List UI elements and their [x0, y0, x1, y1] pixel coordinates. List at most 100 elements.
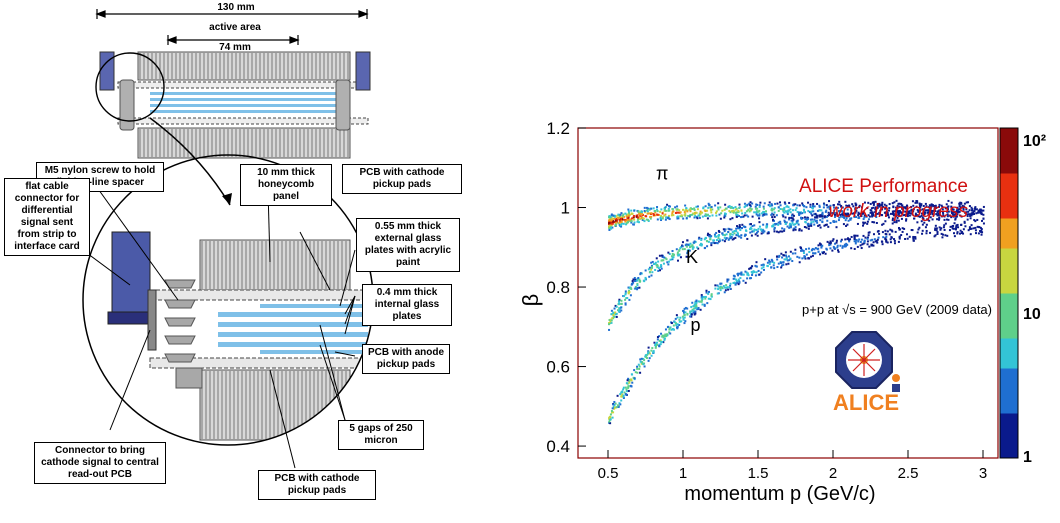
- heatmap-point: [783, 229, 786, 232]
- heatmap-point: [941, 205, 944, 208]
- heatmap-point: [846, 208, 849, 211]
- heatmap-point: [917, 228, 920, 231]
- heatmap-point: [779, 208, 782, 211]
- heatmap-point: [768, 263, 771, 266]
- heatmap-point: [772, 208, 775, 211]
- heatmap-point: [799, 211, 802, 214]
- heatmap-point: [780, 252, 783, 255]
- colorbar-tick-100: 10²: [1023, 133, 1046, 150]
- heatmap-point: [650, 266, 653, 269]
- heatmap-point: [656, 213, 659, 216]
- heatmap-point: [620, 216, 623, 219]
- heatmap-point: [869, 202, 872, 205]
- heatmap-point: [958, 210, 961, 213]
- heatmap-point: [660, 214, 663, 217]
- heatmap-point: [852, 205, 855, 208]
- heatmap-point: [622, 222, 625, 225]
- heatmap-point: [639, 273, 642, 276]
- heatmap-point: [863, 239, 866, 242]
- heatmap-point: [718, 231, 721, 234]
- heatmap-point: [695, 306, 698, 309]
- heatmap-point: [686, 313, 689, 316]
- heatmap-point: [974, 220, 977, 223]
- heatmap-point: [942, 214, 945, 217]
- heatmap-point: [843, 215, 846, 218]
- heatmap-point: [828, 244, 831, 247]
- heatmap-point: [890, 229, 893, 232]
- heatmap-point: [677, 211, 680, 214]
- heatmap-point: [886, 241, 889, 244]
- heatmap-point: [934, 224, 937, 227]
- heatmap-point: [788, 224, 791, 227]
- heatmap-point: [862, 218, 865, 221]
- heatmap-point: [807, 217, 810, 220]
- heatmap-point: [836, 244, 839, 247]
- heatmap-point: [931, 204, 934, 207]
- heatmap-point: [941, 236, 944, 239]
- heatmap-point: [697, 237, 700, 240]
- heatmap-point: [959, 214, 962, 217]
- chart-title-line1: ALICE Performance: [799, 176, 968, 197]
- heatmap-point: [650, 212, 653, 215]
- heatmap-point: [885, 204, 888, 207]
- heatmap-point: [831, 249, 834, 252]
- heatmap-point: [654, 262, 657, 265]
- heatmap-point: [749, 231, 752, 234]
- heatmap-point: [716, 292, 719, 295]
- heatmap-point: [919, 209, 922, 212]
- heatmap-point: [706, 209, 709, 212]
- heatmap-point: [967, 201, 970, 204]
- heatmap-point: [724, 228, 727, 231]
- heatmap-point: [704, 214, 707, 217]
- heatmap-point: [898, 235, 901, 238]
- heatmap-point: [736, 225, 739, 228]
- heatmap-point: [980, 231, 983, 234]
- heatmap-point: [854, 207, 857, 210]
- heatmap-point: [727, 278, 730, 281]
- heatmap-point: [980, 229, 983, 232]
- heatmap-point: [611, 222, 614, 225]
- x-axis-label: momentum p (GeV/c): [684, 483, 875, 505]
- heatmap-point: [802, 251, 805, 254]
- heatmap-point: [777, 255, 780, 258]
- heatmap-point: [617, 405, 620, 408]
- heatmap-point: [776, 230, 779, 233]
- heatmap-point: [957, 210, 960, 213]
- heatmap-point: [714, 284, 717, 287]
- heatmap-point: [853, 234, 856, 237]
- heatmap-point: [719, 217, 722, 220]
- heatmap-point: [672, 214, 675, 217]
- heatmap-point: [794, 228, 797, 231]
- heatmap-point: [706, 302, 709, 305]
- heatmap-point: [737, 278, 740, 281]
- heatmap-point: [626, 216, 629, 219]
- heatmap-point: [773, 230, 776, 233]
- heatmap-point: [724, 212, 727, 215]
- heatmap-point: [847, 238, 850, 241]
- heatmap-point: [624, 212, 627, 215]
- heatmap-point: [754, 233, 757, 236]
- heatmap-point: [754, 274, 757, 277]
- heatmap-point: [700, 299, 703, 302]
- heatmap-point: [963, 202, 966, 205]
- heatmap-point: [825, 247, 828, 250]
- heatmap-point: [832, 212, 835, 215]
- heatmap-point: [876, 212, 879, 215]
- heatmap-point: [639, 211, 642, 214]
- heatmap-point: [829, 247, 832, 250]
- heatmap-point: [888, 203, 891, 206]
- heatmap-point: [969, 217, 972, 220]
- heatmap-point: [874, 211, 877, 214]
- x-tick-label: 3: [979, 465, 987, 482]
- heatmap-point: [916, 201, 919, 204]
- callout-flat-cable: flat cable connector for differential si…: [4, 178, 90, 256]
- heatmap-point: [682, 318, 685, 321]
- heatmap-point: [792, 218, 795, 221]
- heatmap-point: [938, 217, 941, 220]
- heatmap-point: [849, 218, 852, 221]
- colorbar-segment: [1000, 293, 1018, 309]
- heatmap-point: [949, 225, 952, 228]
- heatmap-point: [819, 226, 822, 229]
- colorbar-segment: [1000, 233, 1018, 249]
- heatmap-point: [638, 213, 641, 216]
